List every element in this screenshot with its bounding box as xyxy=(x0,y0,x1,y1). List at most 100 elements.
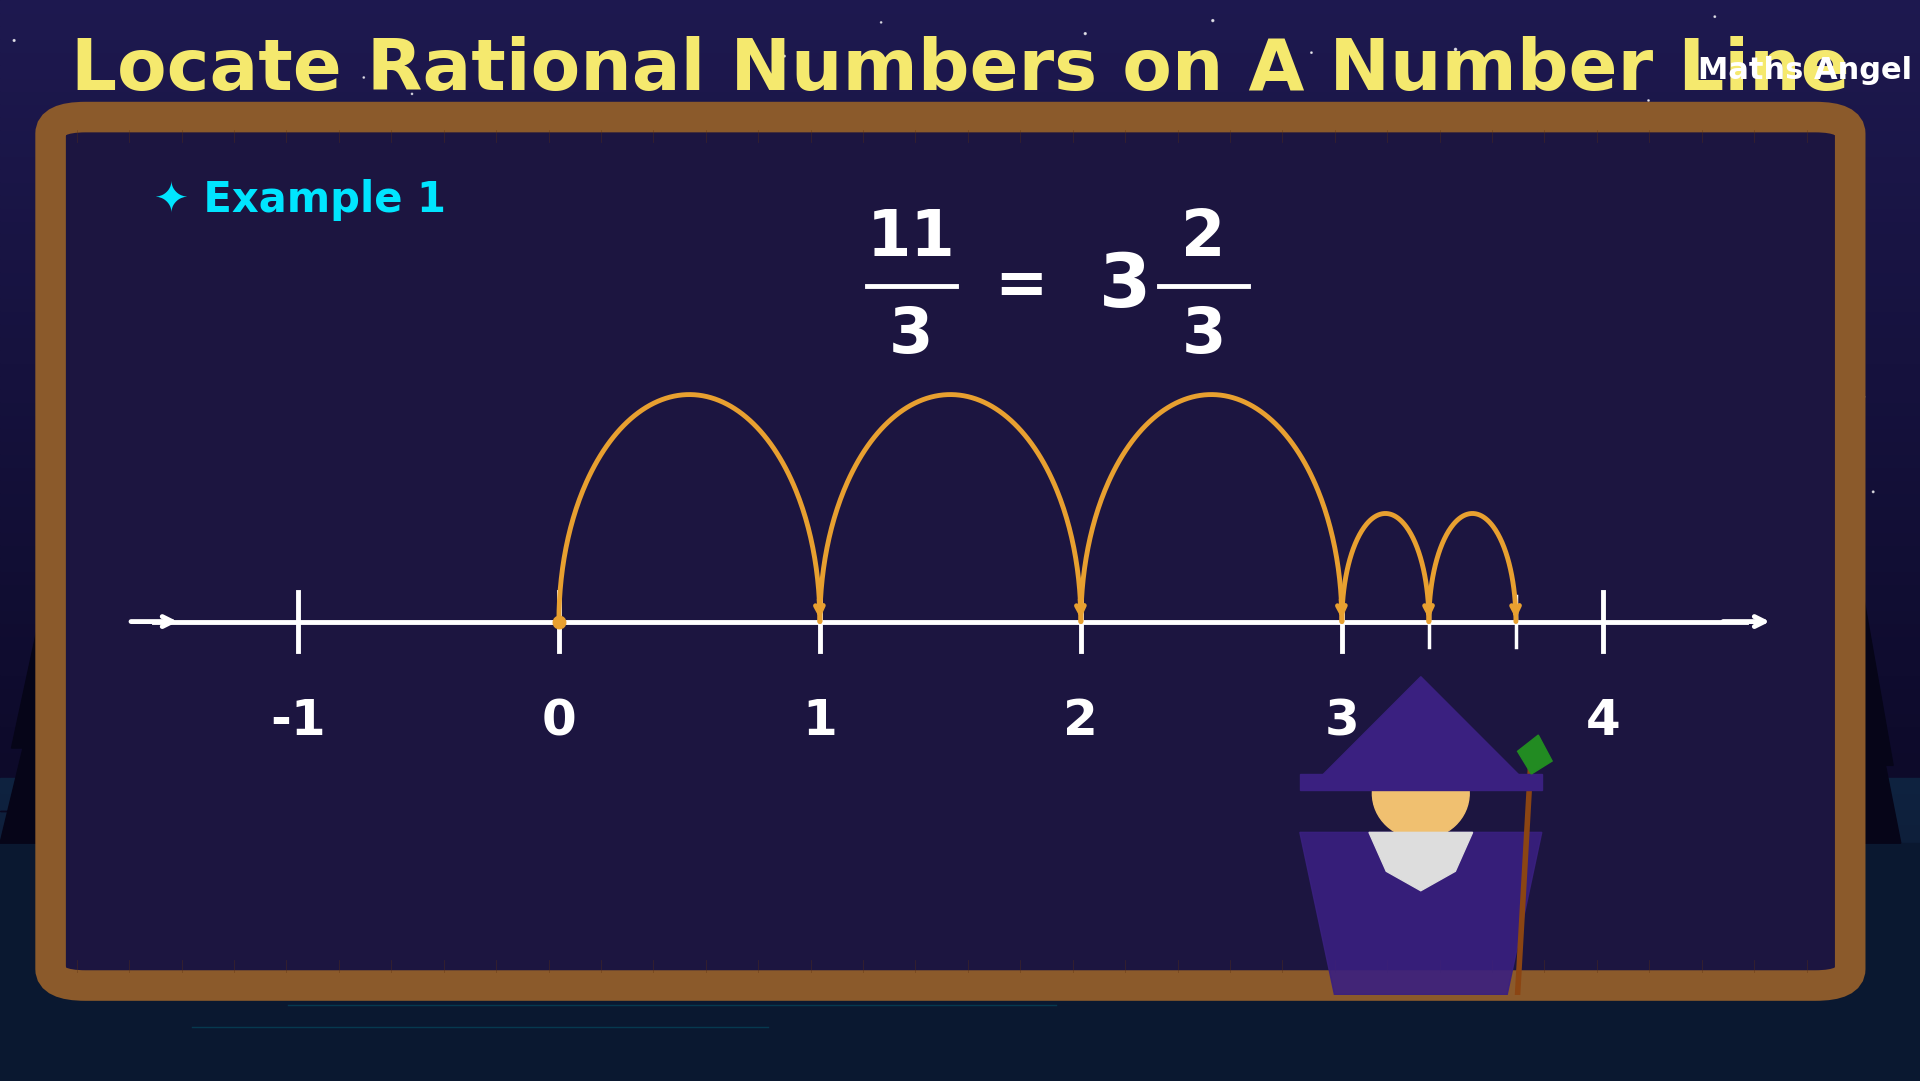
Point xyxy=(1338,213,1369,230)
Point xyxy=(695,218,726,236)
Bar xyxy=(0,824,1920,839)
Bar xyxy=(0,1066,1920,1081)
Point xyxy=(770,48,801,65)
Point xyxy=(253,214,284,231)
Bar xyxy=(0,662,1920,675)
Point xyxy=(165,520,196,537)
Point xyxy=(697,450,728,467)
Text: -1: -1 xyxy=(271,697,326,745)
Bar xyxy=(0,558,1920,571)
Bar xyxy=(0,623,1920,636)
Bar xyxy=(0,778,1920,793)
Bar xyxy=(0,246,1920,259)
Bar xyxy=(0,13,1920,26)
Bar xyxy=(0,65,1920,78)
Bar xyxy=(0,793,1920,809)
Bar xyxy=(0,208,1920,221)
Point xyxy=(1446,142,1476,159)
Point xyxy=(420,191,451,209)
Point xyxy=(108,484,138,502)
Bar xyxy=(0,467,1920,480)
Text: 1: 1 xyxy=(803,697,837,745)
Bar xyxy=(0,428,1920,441)
Bar xyxy=(0,532,1920,545)
Bar xyxy=(0,311,1920,324)
Bar xyxy=(0,389,1920,402)
Point xyxy=(44,295,75,312)
Bar xyxy=(0,324,1920,337)
Bar xyxy=(0,915,1920,930)
Text: 3: 3 xyxy=(1098,250,1152,323)
Polygon shape xyxy=(1613,573,1728,843)
Polygon shape xyxy=(0,605,115,843)
Bar xyxy=(0,363,1920,376)
Point xyxy=(1582,509,1613,526)
Bar xyxy=(0,843,1920,1081)
Point xyxy=(1323,442,1354,459)
Bar xyxy=(0,610,1920,623)
Polygon shape xyxy=(1699,627,1795,843)
Bar xyxy=(0,285,1920,298)
Point xyxy=(611,366,641,384)
Bar xyxy=(0,1020,1920,1036)
Point xyxy=(1329,486,1359,504)
Bar xyxy=(0,1051,1920,1066)
Bar xyxy=(0,809,1920,824)
Text: 11: 11 xyxy=(866,206,956,269)
Point xyxy=(1843,423,1874,440)
Bar xyxy=(0,571,1920,584)
Polygon shape xyxy=(1763,534,1847,748)
Point xyxy=(397,85,428,103)
Point xyxy=(1198,12,1229,29)
Point xyxy=(1415,285,1446,303)
Bar xyxy=(0,337,1920,350)
Bar xyxy=(0,930,1920,945)
Bar xyxy=(0,195,1920,208)
Bar xyxy=(0,493,1920,506)
Text: 3: 3 xyxy=(889,304,933,366)
Point xyxy=(1058,352,1089,370)
Point xyxy=(234,122,265,139)
Bar xyxy=(0,1036,1920,1051)
Point xyxy=(1054,139,1085,157)
Text: 3: 3 xyxy=(1181,304,1225,366)
Polygon shape xyxy=(1300,774,1542,790)
Bar xyxy=(0,182,1920,195)
Bar xyxy=(0,649,1920,662)
Point xyxy=(1221,291,1252,308)
Polygon shape xyxy=(0,595,230,811)
Point xyxy=(1077,271,1108,289)
Bar xyxy=(0,117,1920,130)
Point xyxy=(1622,456,1653,473)
Point xyxy=(728,353,758,371)
Point xyxy=(1261,345,1292,362)
Point xyxy=(1484,520,1515,537)
Point xyxy=(253,109,284,126)
Point xyxy=(849,261,879,278)
Bar xyxy=(0,441,1920,454)
Point xyxy=(1764,156,1795,173)
Point xyxy=(828,312,858,330)
Polygon shape xyxy=(96,590,173,765)
Polygon shape xyxy=(1751,605,1857,843)
Text: 4: 4 xyxy=(1586,697,1620,745)
Text: =: = xyxy=(995,255,1048,318)
Polygon shape xyxy=(86,649,182,843)
Polygon shape xyxy=(1300,832,1542,995)
Bar xyxy=(0,272,1920,285)
Polygon shape xyxy=(12,534,104,748)
Point xyxy=(866,14,897,31)
Bar xyxy=(0,713,1920,726)
Bar xyxy=(0,298,1920,311)
Bar xyxy=(0,506,1920,519)
Bar xyxy=(0,402,1920,415)
Polygon shape xyxy=(1517,735,1551,774)
Bar xyxy=(0,39,1920,52)
Point xyxy=(96,473,127,491)
Bar xyxy=(0,233,1920,246)
Point xyxy=(1294,476,1325,493)
Bar xyxy=(0,990,1920,1005)
Bar xyxy=(0,839,1920,854)
Point xyxy=(1204,276,1235,293)
Point xyxy=(205,488,236,505)
